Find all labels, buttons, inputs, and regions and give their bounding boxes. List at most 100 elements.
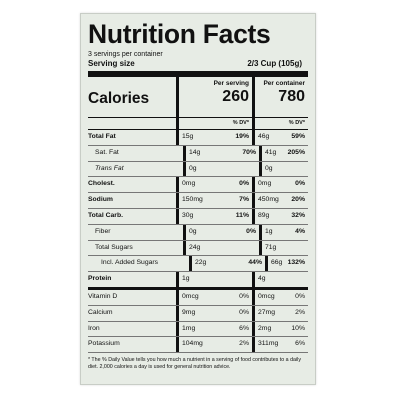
nutrient-row-incl-added-sugars: Incl. Added Sugars 22g 44% 66g 132% xyxy=(88,256,308,273)
per-serving-cell: 150mg 7% xyxy=(176,193,252,208)
per-serving-cell: 15g 19% xyxy=(176,130,252,145)
nutrient-row-protein: Protein 1g 4g xyxy=(88,272,308,290)
nutrition-facts-label: Nutrition Facts 3 servings per container… xyxy=(80,13,316,385)
dv-header-row: % DV* % DV* xyxy=(88,118,308,130)
per-serving-cell: 1g xyxy=(176,272,252,287)
per-serving-amount: 14g xyxy=(189,148,201,156)
calories-row: Calories Per serving 260 Per container 7… xyxy=(88,77,308,118)
nutrient-row-iron: Iron 1mg 6% 2mg 10% xyxy=(88,321,308,338)
per-serving-amount: 1g xyxy=(182,275,190,283)
per-container-amount: 0g xyxy=(265,164,273,172)
per-serving-cell: 9mg 0% xyxy=(176,305,252,321)
per-serving-dv: 7% xyxy=(239,196,249,204)
per-container-dv: 0% xyxy=(295,292,305,300)
per-serving-amount: 104mg xyxy=(182,340,203,348)
per-serving-cell: 0g xyxy=(183,161,259,177)
per-serving-cell: 30g 11% xyxy=(176,208,252,224)
serving-size-value: 2/3 Cup (105g) xyxy=(247,59,302,68)
per-serving-dv: 11% xyxy=(235,211,249,219)
per-serving-dv: 70% xyxy=(242,148,256,156)
per-serving-amount: 22g xyxy=(195,259,207,267)
nutrient-name: Calcium xyxy=(88,308,113,316)
per-serving-dv: 0% xyxy=(239,292,249,300)
nutrient-name: Sat. Fat xyxy=(95,148,119,156)
nutrient-row-sodium: Sodium 150mg 7% 450mg 20% xyxy=(88,193,308,209)
calories-label: Calories xyxy=(88,90,150,107)
per-serving-amount: 0mg xyxy=(182,180,196,188)
per-container-dv: 2% xyxy=(295,308,305,316)
nutrient-row-vitamin-d: Vitamin D 0mcg 0% 0mcg 0% xyxy=(88,289,308,306)
per-serving-amount: 15g xyxy=(182,133,194,140)
nutrient-row-fiber: Fiber 0g 0% 1g 4% xyxy=(88,224,308,241)
per-container-dv: 10% xyxy=(291,324,305,332)
per-container-dv: 6% xyxy=(295,340,305,348)
divider-thick xyxy=(88,71,308,77)
per-serving-amount: 0g xyxy=(189,164,197,172)
nutrient-name: Trans Fat xyxy=(95,164,124,172)
serving-size-label: Serving size xyxy=(88,59,135,68)
per-container-dv: 205% xyxy=(287,148,305,156)
per-container-amount: 71g xyxy=(265,243,277,251)
nutrient-name: Total Sugars xyxy=(95,243,133,251)
label-title: Nutrition Facts xyxy=(88,19,271,49)
per-container-dv: 132% xyxy=(287,259,305,267)
per-serving-dv: 0% xyxy=(246,227,256,235)
nutrient-name: Iron xyxy=(88,324,100,332)
per-container-cell: 1g 4% xyxy=(259,224,308,240)
per-container-cell: 0mcg 0% xyxy=(252,289,308,305)
per-serving-amount: 0g xyxy=(189,227,197,235)
nutrient-name: Potassium xyxy=(88,340,120,348)
per-container-cell: 27mg 2% xyxy=(252,305,308,321)
per-container-amount: 89g xyxy=(258,211,270,219)
per-serving-dv: 0% xyxy=(239,308,249,316)
nutrient-name: Sodium xyxy=(88,196,113,204)
per-container-dv: 59% xyxy=(291,133,305,140)
per-container-cell: 66g 132% xyxy=(265,256,308,272)
per-serving-cell: 1mg 6% xyxy=(176,321,252,337)
per-serving-cell: 0g 0% xyxy=(183,224,259,240)
nutrient-row-total-carb: Total Carb. 30g 11% 89g 32% xyxy=(88,208,308,225)
per-container-amount: 66g xyxy=(271,259,283,267)
nutrient-name: Fiber xyxy=(95,227,111,235)
per-serving-cell: 22g 44% xyxy=(189,256,265,272)
per-container-cell: 2mg 10% xyxy=(252,321,308,337)
nutrient-rows: Total Fat 15g 19% 46g 59% Sat. Fat 14g 70% 41g 20… xyxy=(88,130,308,354)
per-container-dv: 32% xyxy=(291,211,305,219)
per-container-cell: 41g 205% xyxy=(259,145,308,161)
per-container-cell: 4g xyxy=(252,272,308,287)
nutrient-name: Total Fat xyxy=(88,133,116,140)
per-serving-dv: 6% xyxy=(239,324,249,332)
per-container-dv: 20% xyxy=(291,196,305,204)
per-container-amount: 311mg xyxy=(258,340,279,348)
per-serving-dv: 44% xyxy=(248,259,262,267)
nutrient-row-sat-fat: Sat. Fat 14g 70% 41g 205% xyxy=(88,145,308,162)
nutrient-name: Protein xyxy=(88,275,112,283)
per-serving-cell: 24g xyxy=(183,240,259,256)
nutrient-row-total-sugars: Total Sugars 24g 71g xyxy=(88,240,308,257)
label-content: Nutrition Facts 3 servings per container… xyxy=(88,19,308,371)
per-container-cell: 311mg 6% xyxy=(252,337,308,353)
per-serving-header: Per serving xyxy=(213,80,249,87)
per-container-amount: 450mg xyxy=(258,196,279,204)
per-container-cell: 46g 59% xyxy=(252,130,308,145)
per-serving-dv: 19% xyxy=(235,133,249,140)
nutrient-grid: Calories Per serving 260 Per container 7… xyxy=(88,77,308,354)
per-container-amount: 2mg xyxy=(258,324,272,332)
nutrient-row-cholest: Cholest. 0mg 0% 0mg 0% xyxy=(88,177,308,194)
per-container-amount: 27mg xyxy=(258,308,276,316)
per-serving-cell: 0mcg 0% xyxy=(176,289,252,305)
per-serving-dv: 0% xyxy=(239,180,249,188)
nutrient-row-trans-fat: Trans Fat 0g 0g xyxy=(88,161,308,178)
per-serving-dv: 2% xyxy=(239,340,249,348)
per-container-amount: 41g xyxy=(265,148,277,156)
per-container-cell: 0g xyxy=(259,161,308,177)
dv-header-per-container: % DV* xyxy=(252,118,308,129)
per-container-header: Per container xyxy=(263,80,305,87)
per-container-cell: 0mg 0% xyxy=(252,177,308,193)
per-container-amount: 0mcg xyxy=(258,292,275,300)
dv-header-per-serving: % DV* xyxy=(176,118,252,129)
per-serving-amount: 9mg xyxy=(182,308,196,316)
nutrient-name: Vitamin D xyxy=(88,292,118,300)
per-container-cell: 71g xyxy=(259,240,308,256)
nutrient-name: Cholest. xyxy=(88,180,115,188)
